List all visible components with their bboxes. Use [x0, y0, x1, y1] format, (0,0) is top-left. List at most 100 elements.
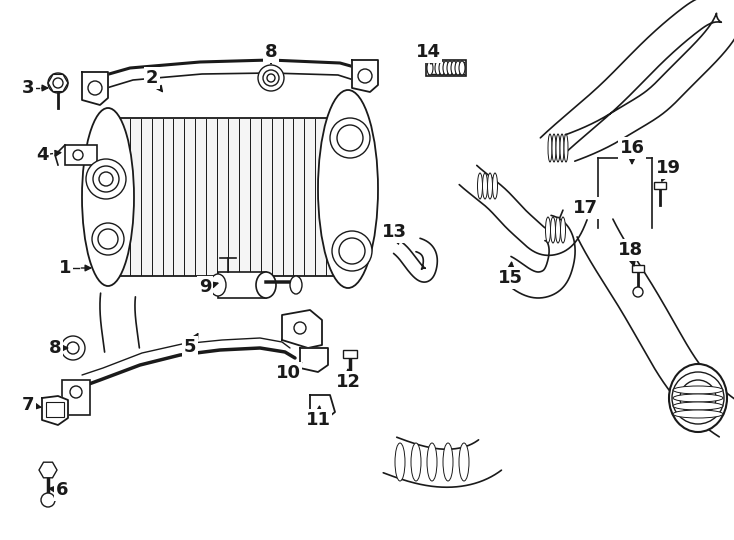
Polygon shape [499, 215, 575, 298]
Circle shape [332, 231, 372, 271]
Text: 2: 2 [146, 69, 159, 87]
Text: 18: 18 [617, 241, 642, 259]
Ellipse shape [673, 386, 723, 394]
Circle shape [99, 172, 113, 186]
Bar [426, 60, 466, 76]
Ellipse shape [550, 217, 556, 243]
Circle shape [53, 78, 63, 88]
Ellipse shape [482, 173, 487, 199]
Ellipse shape [564, 134, 568, 162]
Text: 16: 16 [619, 139, 644, 157]
Circle shape [98, 229, 118, 249]
Text: 11: 11 [305, 411, 330, 429]
Text: 15: 15 [498, 269, 523, 287]
Bar [62, 380, 90, 415]
Polygon shape [82, 72, 108, 105]
Text: 3: 3 [22, 79, 34, 97]
Polygon shape [100, 293, 139, 352]
Circle shape [48, 73, 68, 93]
Circle shape [267, 74, 275, 82]
Circle shape [61, 336, 85, 360]
Text: 17: 17 [573, 199, 597, 217]
Polygon shape [383, 437, 501, 487]
Circle shape [680, 380, 716, 416]
Ellipse shape [395, 443, 405, 481]
Text: 19: 19 [655, 159, 680, 177]
Circle shape [258, 65, 284, 91]
Ellipse shape [556, 134, 560, 162]
Ellipse shape [673, 402, 723, 410]
Text: 9: 9 [199, 278, 211, 296]
Ellipse shape [548, 134, 552, 162]
Bar [218, 272, 266, 298]
Polygon shape [540, 0, 734, 161]
Ellipse shape [443, 443, 453, 481]
Ellipse shape [427, 443, 437, 481]
Ellipse shape [459, 443, 469, 481]
Ellipse shape [427, 61, 433, 75]
Text: 14: 14 [415, 43, 440, 61]
Circle shape [70, 386, 82, 398]
Polygon shape [48, 75, 68, 92]
Bar [65, 145, 97, 165]
Polygon shape [300, 348, 328, 372]
Circle shape [294, 322, 306, 334]
Text: 12: 12 [335, 373, 360, 391]
Ellipse shape [447, 61, 453, 75]
Polygon shape [393, 238, 437, 282]
Bar [46, 402, 64, 417]
Ellipse shape [673, 410, 723, 418]
Ellipse shape [318, 90, 378, 288]
Ellipse shape [210, 274, 226, 296]
Polygon shape [459, 165, 587, 255]
Circle shape [88, 81, 102, 95]
Circle shape [429, 50, 439, 60]
Polygon shape [39, 462, 57, 478]
Ellipse shape [256, 272, 276, 298]
Ellipse shape [493, 173, 498, 199]
Text: 8: 8 [48, 339, 62, 357]
Ellipse shape [545, 217, 550, 243]
Text: 5: 5 [184, 338, 196, 356]
Polygon shape [310, 395, 335, 420]
Ellipse shape [443, 61, 449, 75]
Polygon shape [352, 60, 378, 92]
Ellipse shape [560, 134, 564, 162]
Circle shape [337, 125, 363, 151]
Circle shape [67, 342, 79, 354]
Ellipse shape [451, 61, 457, 75]
Ellipse shape [552, 134, 556, 162]
Ellipse shape [459, 61, 465, 75]
Ellipse shape [673, 394, 723, 402]
Ellipse shape [669, 364, 727, 432]
Text: 13: 13 [382, 223, 407, 241]
Polygon shape [577, 219, 734, 437]
Circle shape [672, 372, 724, 424]
Ellipse shape [82, 108, 134, 286]
Text: 7: 7 [22, 396, 34, 414]
Bar [343, 350, 357, 358]
Ellipse shape [556, 217, 561, 243]
Ellipse shape [478, 173, 482, 199]
Ellipse shape [411, 443, 421, 481]
Circle shape [41, 493, 55, 507]
Text: 4: 4 [36, 146, 48, 164]
Circle shape [330, 118, 370, 158]
Circle shape [73, 150, 83, 160]
Ellipse shape [487, 173, 493, 199]
Circle shape [93, 166, 119, 192]
Circle shape [92, 223, 124, 255]
Text: 6: 6 [56, 481, 68, 499]
Bar [632, 265, 644, 272]
Ellipse shape [455, 61, 461, 75]
Bar [654, 182, 666, 189]
Ellipse shape [439, 61, 445, 75]
Text: 8: 8 [265, 43, 277, 61]
Text: 1: 1 [59, 259, 71, 277]
Polygon shape [282, 310, 322, 348]
Circle shape [358, 69, 372, 83]
Circle shape [633, 287, 643, 297]
Text: 10: 10 [275, 364, 300, 382]
Circle shape [339, 238, 365, 264]
Circle shape [263, 70, 279, 86]
